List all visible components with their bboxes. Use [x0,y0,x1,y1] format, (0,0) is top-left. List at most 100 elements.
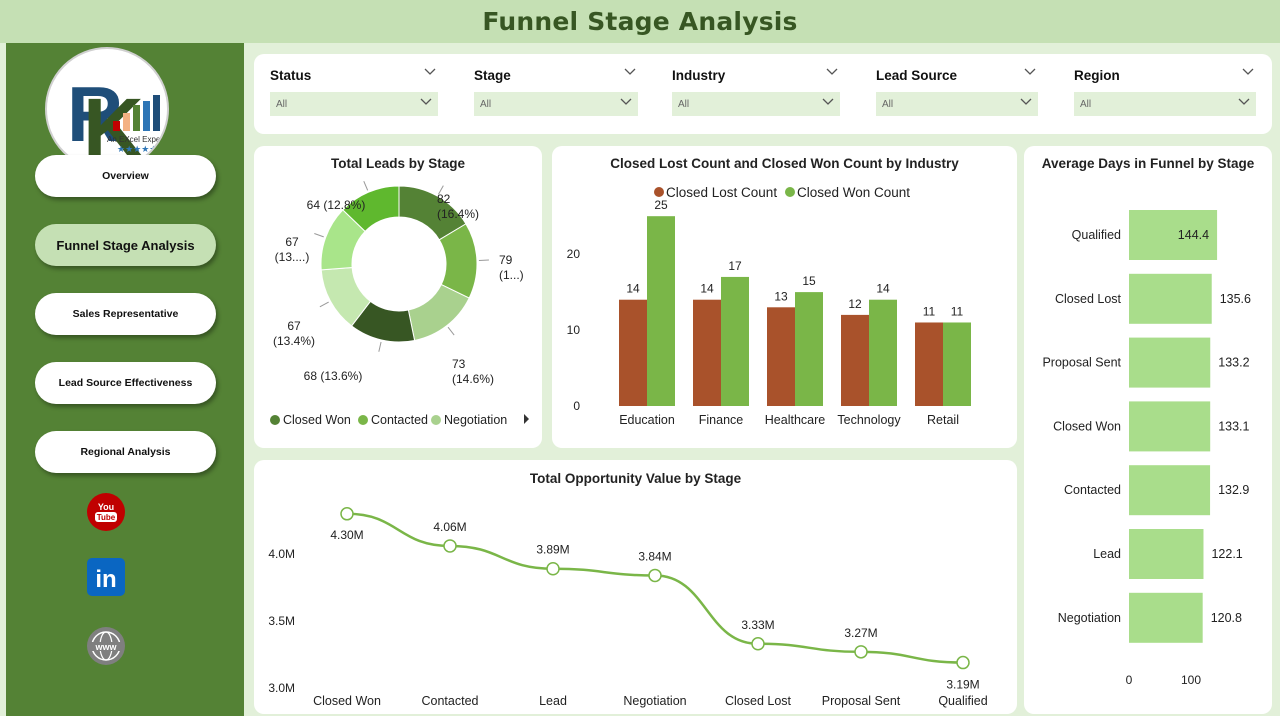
x-tick-label: Healthcare [765,413,825,427]
chevron-down-icon[interactable] [624,68,636,76]
y-tick-label: Closed Won [1053,419,1121,433]
leader-line [363,180,369,191]
legend-label: Closed Won [283,413,351,427]
legend-next-icon [524,414,529,424]
legend-label: Contacted [371,413,428,427]
sidebar: R K An EXcel Expert ★★★★★ Overview Funne… [6,43,244,716]
leads-donut-chart: 82 (16.4%) 79 (1...) 73 (14.6%) 68 (13.6%) 67 (1… [270,180,529,427]
bar [1129,210,1218,260]
filter-region-select[interactable]: All [1074,92,1256,116]
bar [1129,592,1203,643]
bar [1129,465,1211,516]
chevron-down-icon[interactable] [1242,68,1254,76]
filter-status-select[interactable]: All [270,92,438,116]
filter-lead-source[interactable]: Lead Source All [876,54,1038,134]
y-tick-label: 0 [573,399,580,413]
filter-status[interactable]: Status All [270,54,438,134]
filter-value: All [276,98,288,110]
x-tick-label: Retail [927,413,959,427]
nav-lead-source-effectiveness-button[interactable]: Lead Source Effectiveness [35,362,216,404]
y-tick-label: 20 [567,247,581,261]
data-label: 133.1 [1218,419,1249,433]
bar [795,292,823,406]
chevron-down-icon [1020,98,1032,105]
avg-days-card: Average Days in Funnel by Stage Qualifie… [1024,146,1272,714]
nav-label: Lead Source Effectiveness [58,377,193,389]
nav-regional-analysis-button[interactable]: Regional Analysis [35,431,216,473]
industry-bar-chart: Closed Lost Count Closed Won Count 0 10 20 14… [567,185,971,427]
y-tick-label: 3.5M [268,614,295,628]
svg-text:Tube: Tube [97,513,116,522]
page-title: Funnel Stage Analysis [482,7,798,36]
filter-label: Status [270,68,312,83]
x-tick-label: Lead [539,694,567,708]
filter-value: All [678,98,690,110]
donut-slice [342,185,400,233]
filter-region[interactable]: Region All [1074,54,1256,134]
data-label: 4.30M [330,528,363,542]
youtube-icon[interactable]: You Tube [86,492,126,532]
y-tick-label: Lead [1093,547,1121,561]
legend-marker [358,415,368,425]
data-label: 15 [802,274,816,288]
linkedin-icon[interactable]: in [86,557,126,597]
closed-by-industry-card: Closed Lost Count and Closed Won Count b… [552,146,1017,448]
filter-label: Industry [672,68,726,83]
opportunity-value-card: Total Opportunity Value by Stage 3.0M 3.5… [254,460,1017,714]
nav-overview-button[interactable]: Overview [35,155,216,197]
chevron-down-icon[interactable] [826,68,838,76]
filter-value: All [1080,98,1092,110]
filter-stage-select[interactable]: All [474,92,638,116]
y-tick-label: Contacted [1064,483,1121,497]
chart-title: Closed Lost Count and Closed Won Count b… [610,156,959,171]
legend-marker [654,187,664,197]
leads-by-stage-card: Total Leads by Stage 82 (16.4%) 79 (1...) 73… [254,146,542,448]
filter-industry-select[interactable]: All [672,92,840,116]
nav-funnel-stage-analysis-button[interactable]: Funnel Stage Analysis [35,224,216,266]
data-label: 3.84M [638,549,671,563]
bar [1129,529,1204,579]
data-label: 11 [951,304,964,318]
chevron-down-icon [620,98,632,105]
nav-sales-representative-button[interactable]: Sales Representative [35,293,216,335]
data-label: 132.9 [1218,483,1249,497]
bar [767,307,795,406]
svg-text:in: in [95,566,116,593]
x-tick-label: Closed Won [313,694,381,708]
data-label: 14 [876,282,890,296]
filter-industry[interactable]: Industry All [672,54,840,134]
x-tick-label: Negotiation [623,694,686,708]
data-label: 17 [728,259,742,273]
legend-label: Negotiation [444,413,507,427]
chevron-down-icon[interactable] [424,68,436,76]
leader-line [314,233,324,238]
data-point [854,645,868,659]
bar [1129,337,1211,388]
logo-text: An EXcel Expert [107,135,166,144]
data-label: 64 (12.8%) [307,198,366,212]
y-tick-label: 4.0M [268,547,295,561]
filter-value: All [882,98,894,110]
data-label: 68 (13.6%) [304,369,363,383]
data-label: 12 [848,297,862,311]
data-point [751,637,765,651]
data-label: 25 [654,198,668,212]
data-point [340,507,354,521]
leader-line [447,326,455,336]
bar [619,299,647,406]
bar [1129,401,1211,452]
filter-label: Stage [474,68,511,83]
bar [869,299,897,406]
filter-lead-source-select[interactable]: All [876,92,1038,116]
x-tick-label: Finance [699,413,744,427]
bar [943,322,971,406]
filter-stage[interactable]: Stage All [474,54,638,134]
data-label: 11 [923,304,936,318]
chevron-down-icon[interactable] [1024,68,1036,76]
legend-marker [270,415,280,425]
legend-label: Closed Lost Count [666,185,777,200]
website-icon[interactable]: www [86,626,126,666]
data-label: 3.89M [536,543,569,557]
svg-text:You: You [98,502,114,512]
chevron-down-icon [420,98,432,105]
